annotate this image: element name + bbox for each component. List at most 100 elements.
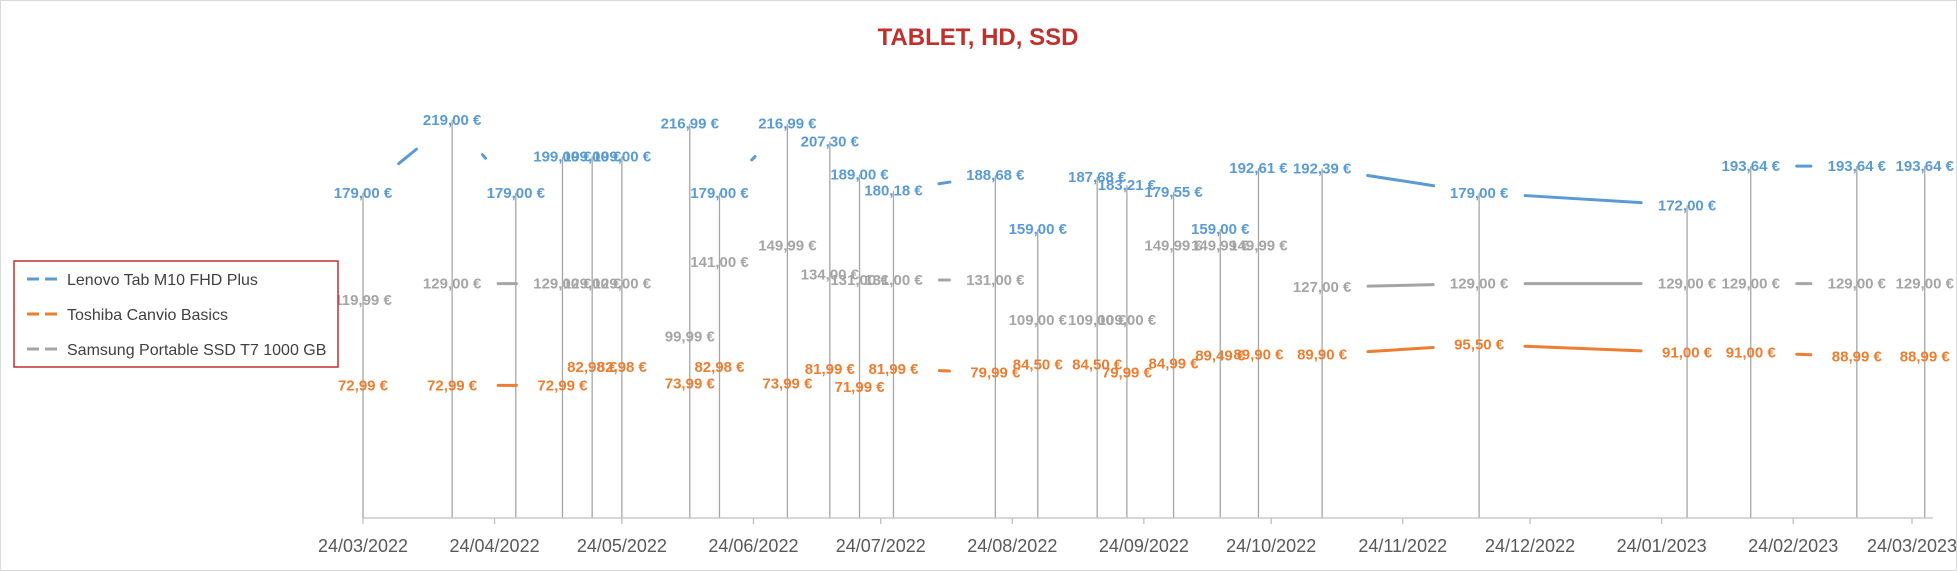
data-label: 129,00 € xyxy=(533,276,592,293)
series-segment xyxy=(1366,345,1435,354)
series-segment xyxy=(1523,194,1643,205)
chart-title: TABLET, HD, SSD xyxy=(878,24,1079,51)
data-label: 91,00 € xyxy=(1662,345,1713,362)
data-label: 82,98 € xyxy=(694,359,745,376)
data-label: 180,18 € xyxy=(864,183,923,200)
data-label: 199,00 € xyxy=(593,148,652,165)
drop-lines xyxy=(362,120,1926,518)
data-label: 81,99 € xyxy=(805,361,856,378)
x-tick-label: 24/03/2023 xyxy=(1867,536,1956,556)
data-label: 99,99 € xyxy=(665,328,716,345)
data-label: 91,00 € xyxy=(1726,345,1777,362)
data-label: 81,99 € xyxy=(868,361,919,378)
data-label: 84,50 € xyxy=(1013,356,1064,373)
data-label: 219,00 € xyxy=(423,112,482,129)
data-label: 119,99 € xyxy=(334,292,392,309)
data-label: 179,00 € xyxy=(690,185,749,202)
x-tick-label: 24/05/2022 xyxy=(577,536,667,556)
data-label: 109,00 € xyxy=(1068,312,1127,329)
data-label: 129,00 € xyxy=(593,276,652,293)
data-labels: 179,00 € 219,00 € 179,00 € 199,00 €199,00 €… xyxy=(334,112,1955,396)
x-tick-label: 24/06/2022 xyxy=(708,536,798,556)
data-label: 84,50 € xyxy=(1072,356,1123,373)
data-label: 73,99 € xyxy=(665,376,716,393)
series-segment xyxy=(397,147,418,166)
data-label: 141,00 € xyxy=(690,254,749,271)
data-label: 149,99 € xyxy=(1144,237,1203,254)
data-label: 79,99 € xyxy=(970,365,1021,382)
data-label: 207,30 € xyxy=(801,133,860,150)
data-label: 159,00 € xyxy=(1191,221,1250,238)
data-label: 159,00 € xyxy=(1009,221,1068,238)
data-label: 109,00 € xyxy=(1009,312,1068,329)
legend: Lenovo Tab M10 FHD Plus Toshiba Canvio Ba… xyxy=(13,260,339,368)
data-label: 216,99 € xyxy=(758,116,817,133)
data-label: 149,99 € xyxy=(1229,237,1288,254)
legend-entry: Toshiba Canvio Basics xyxy=(67,307,228,324)
legend-box xyxy=(13,260,339,368)
data-label: 129,00 € xyxy=(1450,276,1509,293)
data-label: 72,99 € xyxy=(338,377,389,394)
legend-entry: Samsung Portable SSD T7 1000 GB xyxy=(67,342,326,359)
data-label: 199,00 € xyxy=(533,148,592,165)
data-label: 88,99 € xyxy=(1832,348,1883,365)
data-label: 129,00 € xyxy=(1658,276,1717,293)
data-label: 193,64 € xyxy=(1722,158,1781,175)
data-label: 129,00 € xyxy=(563,276,622,293)
x-tick-label: 24/11/2022 xyxy=(1358,536,1447,556)
data-label: 149,99 € xyxy=(1191,237,1250,254)
x-tick-label: 24/04/2022 xyxy=(450,536,540,556)
series-segment xyxy=(750,155,757,162)
x-tick-label: 24/12/2022 xyxy=(1485,536,1575,556)
data-label: 95,50 € xyxy=(1454,336,1505,353)
data-label: 179,00 € xyxy=(487,185,546,202)
data-label: 129,00 € xyxy=(423,276,482,293)
x-tick-label: 24/07/2022 xyxy=(836,536,926,556)
data-label: 88,99 € xyxy=(1900,348,1951,365)
data-label: 179,00 € xyxy=(334,185,393,202)
data-label: 188,68 € xyxy=(966,167,1025,184)
series-segment xyxy=(937,180,952,186)
data-label: 216,99 € xyxy=(661,116,720,133)
x-tick-label: 24/08/2022 xyxy=(967,536,1057,556)
x-tick-label: 24/09/2022 xyxy=(1099,536,1189,556)
data-label: 189,00 € xyxy=(830,167,889,184)
data-label: 149,99 € xyxy=(758,237,817,254)
data-label: 131,00 € xyxy=(830,272,889,289)
data-label: 71,99 € xyxy=(835,379,886,396)
x-tick-label: 24/01/2023 xyxy=(1617,536,1707,556)
data-label: 129,00 € xyxy=(1722,276,1781,293)
data-label: 84,99 € xyxy=(1149,356,1200,373)
data-label: 192,61 € xyxy=(1229,160,1288,177)
series-segment xyxy=(1366,173,1436,188)
series-segment xyxy=(1523,344,1643,353)
data-label: 199,00 € xyxy=(563,148,622,165)
data-label: 89,90 € xyxy=(1233,347,1284,364)
data-label: 193,64 € xyxy=(1828,158,1887,175)
data-label: 183,21 € xyxy=(1098,177,1157,194)
data-label: 82,98 € xyxy=(597,359,648,376)
data-label: 82,98 € xyxy=(567,359,618,376)
data-label: 192,39 € xyxy=(1293,160,1352,177)
x-tick-label: 24/03/2022 xyxy=(318,536,408,556)
data-label: 129,00 € xyxy=(1828,276,1887,293)
data-label: 73,99 € xyxy=(762,376,813,393)
data-label: 179,00 € xyxy=(1450,185,1509,202)
data-label: 89,90 € xyxy=(1297,347,1348,364)
x-axis: 24/03/2022 24/04/2022 24/05/2022 24/06/2022… xyxy=(318,517,1956,556)
series-segment xyxy=(480,153,487,160)
data-label: 131,00 € xyxy=(966,272,1025,289)
data-label: 193,64 € xyxy=(1896,158,1955,175)
data-label: 109,00 € xyxy=(1098,312,1157,329)
legend-entry: Lenovo Tab M10 FHD Plus xyxy=(67,272,258,289)
data-label: 172,00 € xyxy=(1658,197,1717,214)
data-label: 127,00 € xyxy=(1293,279,1352,296)
data-label: 79,99 € xyxy=(1102,365,1153,382)
data-label: 179,55 € xyxy=(1144,184,1203,201)
data-label: 187,68 € xyxy=(1068,169,1127,186)
data-label: 89,49 € xyxy=(1195,347,1246,364)
series-lines xyxy=(397,147,1813,387)
data-label: 72,99 € xyxy=(427,377,478,394)
data-label: 134,00 € xyxy=(801,267,860,284)
